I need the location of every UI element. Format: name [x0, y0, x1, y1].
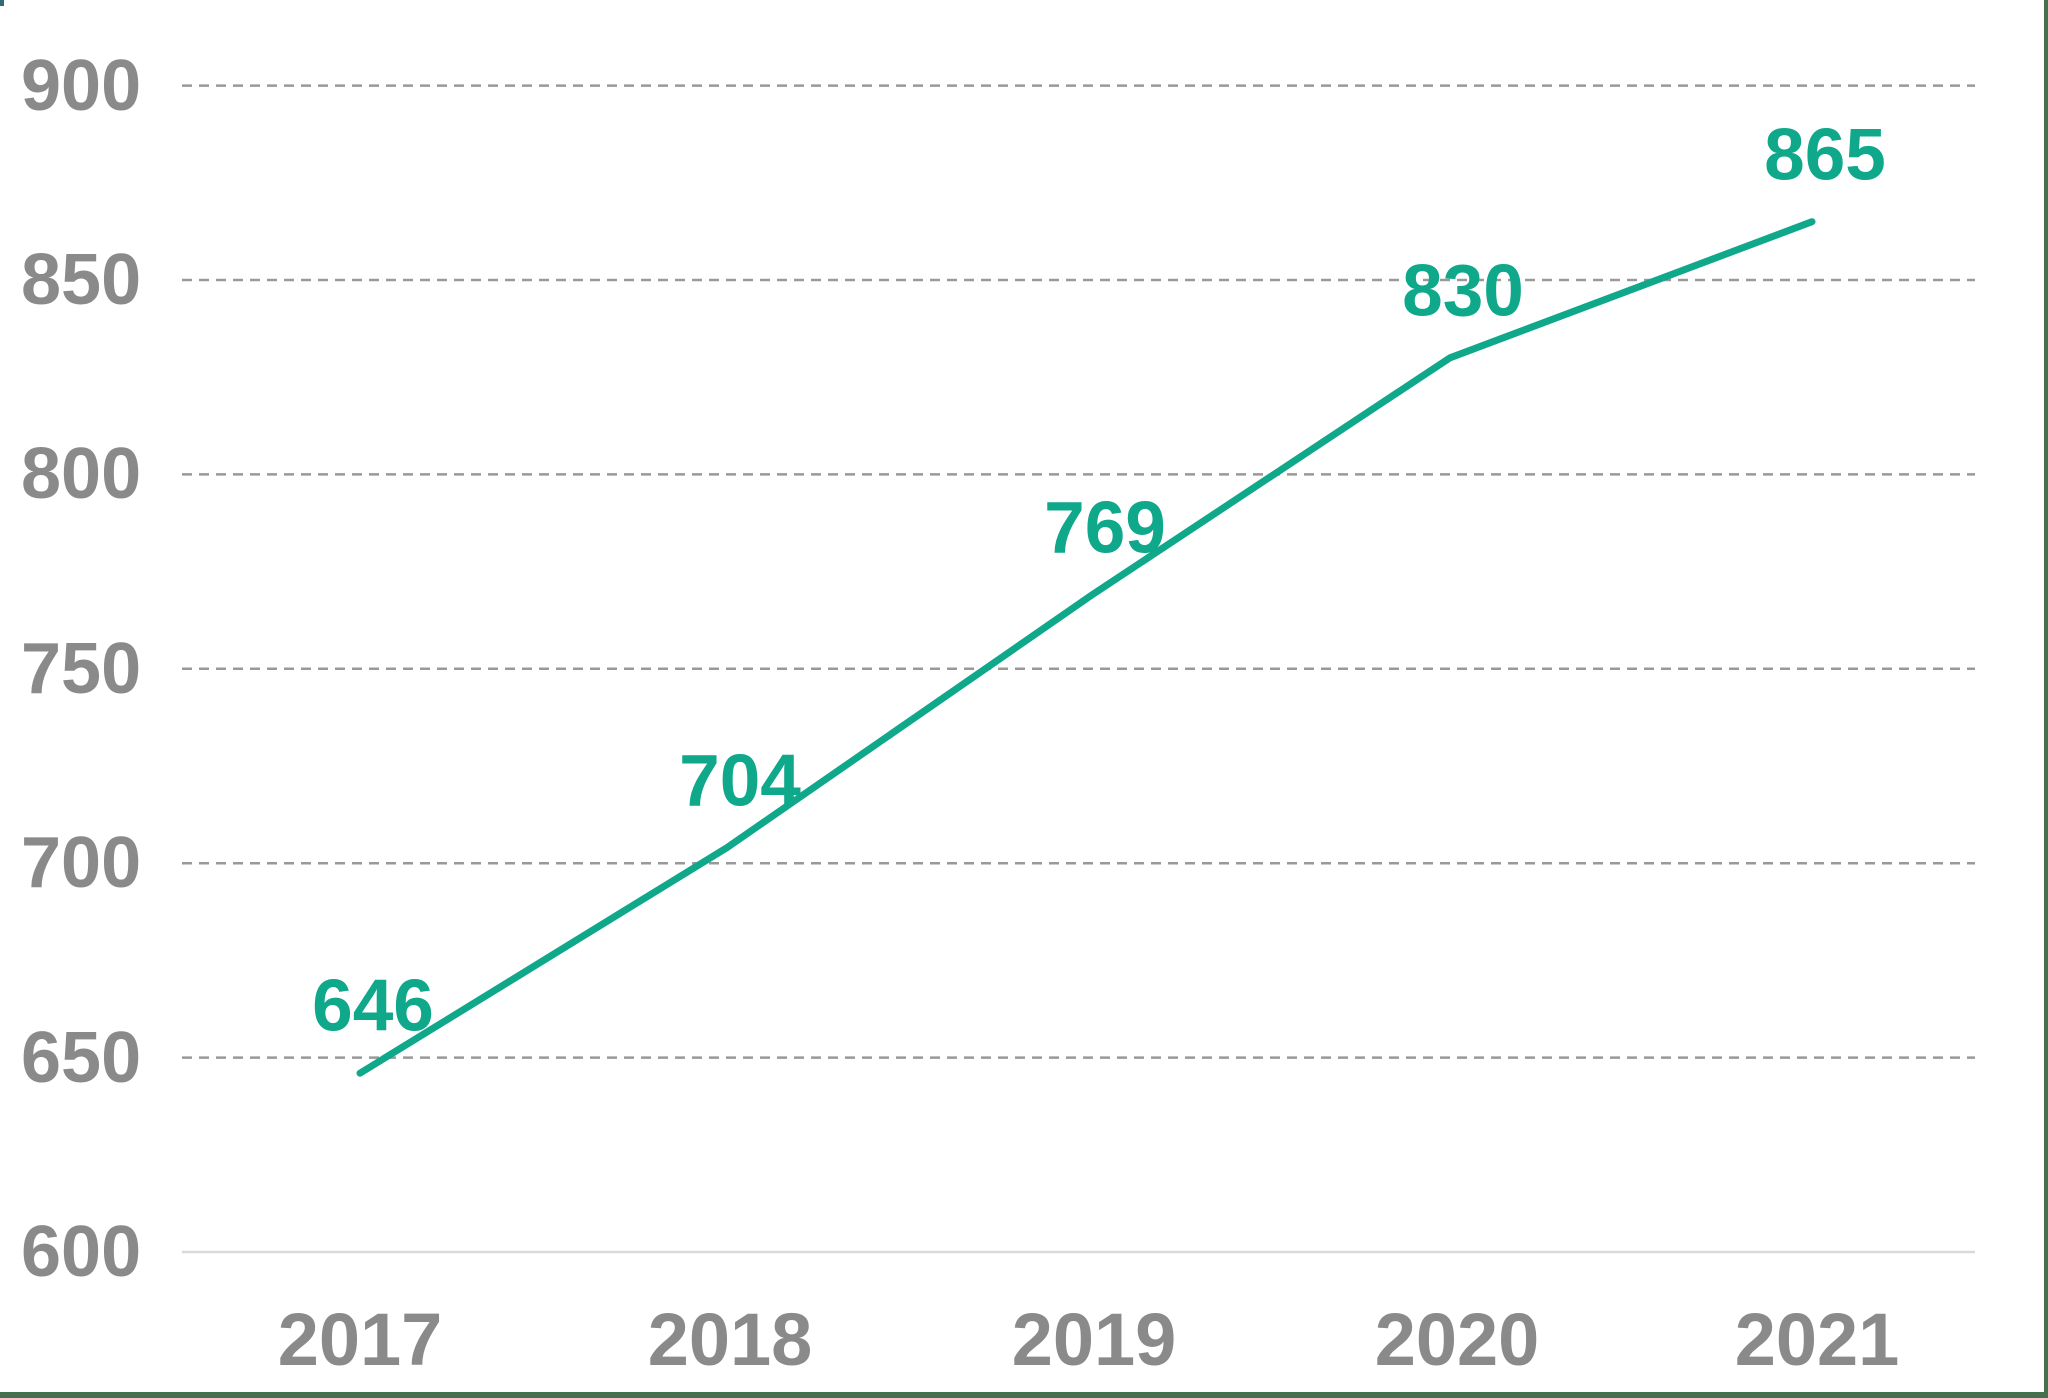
y-tick-label: 700: [21, 823, 142, 904]
x-tick-label: 2018: [647, 1298, 813, 1381]
data-label: 865: [1764, 114, 1886, 196]
y-tick-label: 800: [21, 434, 142, 515]
x-tick-label: 2019: [1011, 1298, 1177, 1381]
y-tick-label: 750: [21, 628, 142, 709]
series-line: [356, 218, 1816, 1077]
corner-artifact: [0, 0, 4, 6]
data-label: 646: [312, 965, 434, 1047]
y-tick-label: 600: [21, 1212, 142, 1292]
x-tick-label: 2021: [1734, 1298, 1900, 1381]
right-frame-border: [2044, 0, 2048, 1398]
bottom-frame-border: [0, 1392, 2048, 1398]
y-tick-label: 850: [21, 240, 142, 320]
gridlines: [182, 84, 1975, 1254]
x-tick-label: 2020: [1374, 1298, 1540, 1381]
data-label: 830: [1402, 250, 1524, 332]
data-label: 769: [1044, 487, 1166, 569]
y-tick-label: 650: [21, 1017, 142, 1098]
x-tick-label: 2017: [277, 1298, 443, 1381]
data-label: 704: [679, 740, 801, 822]
y-tick-label: 900: [21, 45, 142, 126]
